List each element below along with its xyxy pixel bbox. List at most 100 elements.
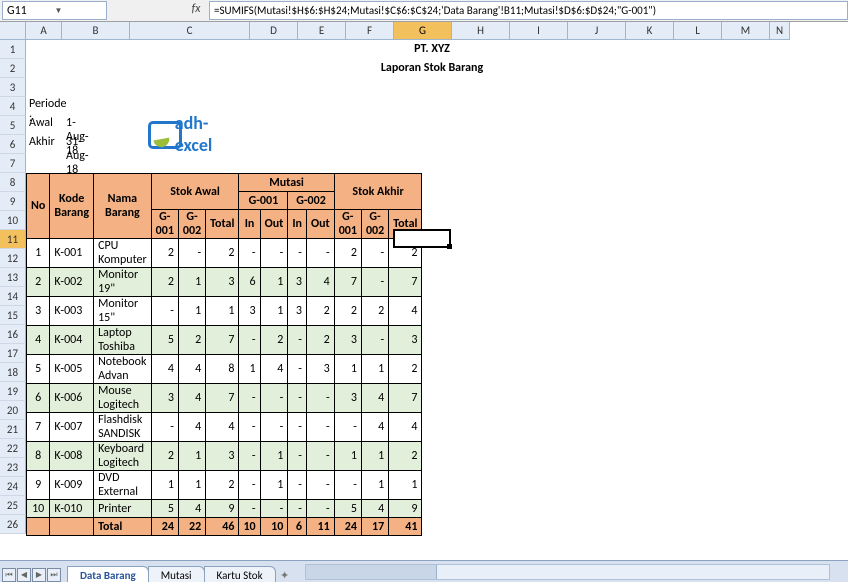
row-header-24[interactable]: 24 bbox=[0, 477, 26, 496]
col-header-F[interactable]: F bbox=[346, 22, 394, 40]
table-cell[interactable]: - bbox=[306, 384, 334, 413]
table-cell[interactable]: - bbox=[151, 413, 178, 442]
row-header-3[interactable]: 3 bbox=[0, 78, 26, 97]
row-header-1[interactable]: 1 bbox=[0, 40, 26, 59]
table-cell[interactable]: 1 bbox=[206, 297, 239, 326]
table-cell[interactable]: - bbox=[239, 471, 260, 500]
table-cell[interactable]: - bbox=[288, 326, 307, 355]
table-cell[interactable]: Notebook Advan bbox=[94, 355, 152, 384]
table-cell[interactable]: 4 bbox=[27, 326, 50, 355]
table-cell[interactable]: 3 bbox=[334, 326, 361, 355]
table-cell[interactable]: - bbox=[288, 413, 307, 442]
table-cell[interactable]: 1 bbox=[178, 268, 205, 297]
table-cell[interactable]: 2 bbox=[306, 297, 334, 326]
sheet-tab-data-barang[interactable]: Data Barang bbox=[67, 566, 149, 582]
table-cell[interactable]: - bbox=[260, 239, 288, 268]
table-cell[interactable]: 9 bbox=[389, 500, 422, 518]
col-header-N[interactable]: N bbox=[770, 22, 790, 40]
col-header-H[interactable]: H bbox=[452, 22, 510, 40]
table-cell[interactable]: 4 bbox=[389, 297, 422, 326]
table-cell[interactable]: 3 bbox=[206, 268, 239, 297]
table-cell[interactable]: 4 bbox=[151, 355, 178, 384]
table-cell[interactable]: - bbox=[334, 413, 361, 442]
row-header-4[interactable]: 4 bbox=[0, 97, 26, 116]
table-cell[interactable]: 2 bbox=[389, 442, 422, 471]
table-cell[interactable]: - bbox=[288, 355, 307, 384]
table-cell[interactable]: 4 bbox=[361, 384, 388, 413]
tab-nav-next[interactable]: ▶ bbox=[32, 568, 46, 582]
table-cell[interactable]: - bbox=[288, 384, 307, 413]
table-cell[interactable]: 1 bbox=[334, 355, 361, 384]
insert-sheet-icon[interactable]: ✦ bbox=[275, 567, 295, 582]
table-cell[interactable]: 4 bbox=[178, 355, 205, 384]
row-header-10[interactable]: 10 bbox=[0, 211, 26, 230]
table-cell[interactable]: 5 bbox=[334, 500, 361, 518]
table-cell[interactable]: 1 bbox=[151, 471, 178, 500]
table-cell[interactable]: 2 bbox=[334, 297, 361, 326]
row-header-8[interactable]: 8 bbox=[0, 173, 26, 192]
table-cell[interactable]: 2 bbox=[178, 326, 205, 355]
table-cell[interactable]: - bbox=[260, 384, 288, 413]
table-cell[interactable]: 6 bbox=[239, 268, 260, 297]
table-cell[interactable]: 1 bbox=[334, 442, 361, 471]
table-cell[interactable]: 10 bbox=[27, 500, 50, 518]
row-header-15[interactable]: 15 bbox=[0, 306, 26, 325]
table-cell[interactable]: 4 bbox=[178, 384, 205, 413]
table-cell[interactable]: K-001 bbox=[50, 239, 94, 268]
col-header-C[interactable]: C bbox=[130, 22, 250, 40]
name-box-dropdown-icon[interactable]: ▼ bbox=[55, 6, 103, 16]
row-header-13[interactable]: 13 bbox=[0, 268, 26, 287]
table-cell[interactable]: Keyboard Logitech bbox=[94, 442, 152, 471]
table-cell[interactable]: 3 bbox=[239, 297, 260, 326]
table-cell[interactable]: 2 bbox=[151, 268, 178, 297]
table-cell[interactable]: 1 bbox=[260, 268, 288, 297]
row-header-5[interactable]: 5 bbox=[0, 116, 26, 135]
table-cell[interactable]: 1 bbox=[260, 471, 288, 500]
table-cell[interactable]: K-005 bbox=[50, 355, 94, 384]
table-cell[interactable]: Mouse Logitech bbox=[94, 384, 152, 413]
row-header-25[interactable]: 25 bbox=[0, 496, 26, 515]
table-cell[interactable]: - bbox=[151, 297, 178, 326]
table-cell[interactable]: 1 bbox=[361, 442, 388, 471]
col-header-I[interactable]: I bbox=[510, 22, 568, 40]
table-cell[interactable]: 5 bbox=[151, 500, 178, 518]
table-cell[interactable]: - bbox=[361, 326, 388, 355]
table-cell[interactable]: - bbox=[306, 500, 334, 518]
table-cell[interactable]: Printer bbox=[94, 500, 152, 518]
table-cell[interactable]: - bbox=[239, 442, 260, 471]
row-header-7[interactable]: 7 bbox=[0, 154, 26, 173]
table-cell[interactable]: 9 bbox=[206, 500, 239, 518]
col-header-J[interactable]: J bbox=[568, 22, 626, 40]
table-cell[interactable]: 5 bbox=[27, 355, 50, 384]
table-cell[interactable]: Flashdisk SANDISK bbox=[94, 413, 152, 442]
table-cell[interactable]: - bbox=[334, 471, 361, 500]
table-cell[interactable]: - bbox=[306, 413, 334, 442]
tab-nav-prev[interactable]: ◀ bbox=[17, 568, 31, 582]
table-cell[interactable]: 2 bbox=[260, 326, 288, 355]
horizontal-scrollbar[interactable] bbox=[305, 564, 830, 580]
table-cell[interactable]: 3 bbox=[306, 355, 334, 384]
table-cell[interactable]: 4 bbox=[389, 413, 422, 442]
col-header-L[interactable]: L bbox=[674, 22, 722, 40]
col-header-G[interactable]: G bbox=[394, 22, 452, 40]
sheet-tab-mutasi[interactable]: Mutasi bbox=[148, 566, 205, 582]
table-cell[interactable]: - bbox=[288, 239, 307, 268]
table-cell[interactable]: K-003 bbox=[50, 297, 94, 326]
active-cell-selection[interactable] bbox=[393, 229, 451, 248]
table-cell[interactable]: - bbox=[178, 239, 205, 268]
formula-input[interactable]: =SUMIFS(Mutasi!$H$6:$H$24;Mutasi!$C$6:$C… bbox=[209, 1, 848, 20]
table-cell[interactable]: 3 bbox=[288, 268, 307, 297]
table-cell[interactable]: - bbox=[260, 500, 288, 518]
table-cell[interactable]: 2 bbox=[151, 442, 178, 471]
table-cell[interactable]: 1 bbox=[27, 239, 50, 268]
table-cell[interactable]: 3 bbox=[334, 384, 361, 413]
table-cell[interactable]: K-010 bbox=[50, 500, 94, 518]
table-cell[interactable]: CPU Komputer bbox=[94, 239, 152, 268]
table-cell[interactable]: 1 bbox=[361, 355, 388, 384]
table-cell[interactable]: 7 bbox=[27, 413, 50, 442]
table-cell[interactable]: - bbox=[239, 239, 260, 268]
table-cell[interactable]: - bbox=[239, 413, 260, 442]
row-header-21[interactable]: 21 bbox=[0, 420, 26, 439]
table-cell[interactable]: - bbox=[306, 239, 334, 268]
row-header-19[interactable]: 19 bbox=[0, 382, 26, 401]
